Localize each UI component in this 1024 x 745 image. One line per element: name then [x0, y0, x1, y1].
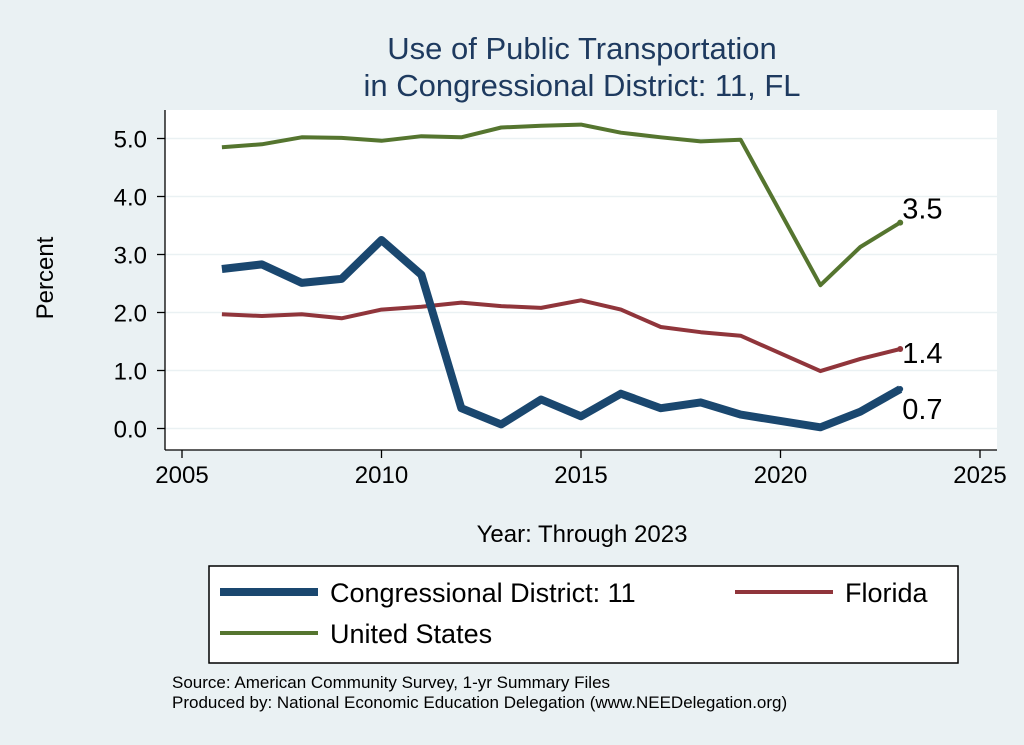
x-tick-label-3: 2020 — [754, 462, 807, 489]
series-line-florida — [221, 298, 901, 374]
series-line-congressional-district-11 — [221, 236, 903, 432]
end-labels: 3.5 1.4 0.7 — [902, 194, 942, 426]
x-axis-title: Year: Through 2023 — [477, 521, 688, 548]
legend: Congressional District: 11 Florida Unite… — [208, 565, 959, 664]
y-tick-label-2: 2.0 — [114, 301, 147, 328]
end-label-florida: 1.4 — [902, 338, 942, 370]
end-label-congressional-district-11: 0.7 — [902, 394, 942, 426]
y-tick-label-5: 5.0 — [114, 127, 147, 154]
y-axis-title: Percent — [32, 236, 59, 319]
producer-note: Produced by: National Economic Education… — [172, 693, 787, 712]
source-note: Source: American Community Survey, 1-yr … — [172, 673, 610, 692]
legend-label-district: Congressional District: 11 — [330, 578, 636, 608]
y-tick-label-0: 0.0 — [114, 417, 147, 444]
legend-label-florida: Florida — [845, 578, 929, 608]
series-line-united-states — [221, 122, 902, 288]
x-tick-label-1: 2010 — [355, 462, 408, 489]
chart-title-line-1: Use of Public Transportation — [387, 31, 776, 66]
y-tick-label-1: 1.0 — [114, 359, 147, 386]
end-label-united-states: 3.5 — [902, 194, 942, 226]
end-point-florida — [897, 346, 904, 353]
y-tick-label-3: 3.0 — [114, 243, 147, 270]
legend-label-united-states: United States — [330, 619, 492, 649]
x-tick-label-2: 2015 — [554, 462, 607, 489]
axes: 0.0 1.0 2.0 3.0 4.0 5.0 2005 2010 2015 2020 2025 — [114, 110, 1007, 489]
legend-box — [208, 565, 959, 664]
x-tick-label-4: 2025 — [953, 462, 1006, 489]
chart-title-line-2: in Congressional District: 11, FL — [363, 68, 800, 103]
y-tick-label-4: 4.0 — [114, 185, 147, 212]
series-lines — [221, 122, 904, 432]
end-point-united-states — [897, 219, 904, 226]
end-point-congressional-district-11 — [897, 386, 904, 393]
x-tick-label-0: 2005 — [155, 462, 208, 489]
